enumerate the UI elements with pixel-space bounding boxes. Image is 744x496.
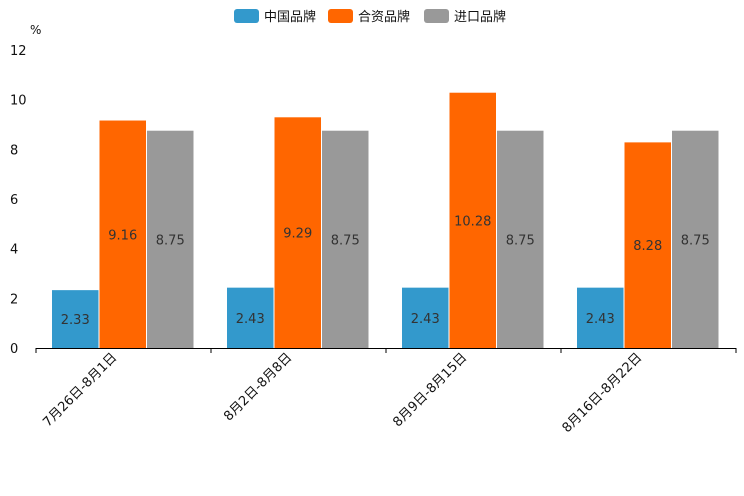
bar bbox=[449, 92, 496, 348]
bar-value-label: 2.33 bbox=[61, 313, 90, 328]
y-axis: 0 2 4 6 8 10 12 bbox=[10, 44, 27, 357]
bar-value-label: 10.28 bbox=[454, 214, 491, 229]
bar bbox=[52, 290, 99, 348]
bar-value-label: 8.75 bbox=[331, 233, 360, 248]
y-tick-label: 6 bbox=[10, 193, 18, 208]
bar bbox=[624, 142, 671, 348]
bar-value-label: 8.75 bbox=[156, 233, 185, 248]
x-axis: 7月26日-8月1日 8月2日-8月8日 8月9日-8月15日 8月16日-8月22日 bbox=[35, 348, 737, 436]
bar bbox=[672, 130, 719, 348]
x-tick-label: 8月16日-8月22日 bbox=[560, 350, 646, 436]
y-tick-label: 0 bbox=[10, 342, 18, 357]
legend-label-3: 进口品牌 bbox=[454, 9, 506, 25]
legend-swatch-2 bbox=[328, 9, 353, 23]
bar-value-label: 8.28 bbox=[633, 239, 662, 254]
legend-label-2: 合资品牌 bbox=[358, 9, 410, 25]
bar-value-label: 2.43 bbox=[586, 312, 615, 327]
y-axis-unit-label: % bbox=[30, 23, 41, 37]
bar bbox=[322, 130, 369, 348]
bar bbox=[99, 120, 146, 348]
y-tick-label: 12 bbox=[10, 44, 27, 59]
bar-value-label: 2.43 bbox=[236, 312, 265, 327]
y-tick-label: 4 bbox=[10, 243, 18, 258]
bar-value-label: 2.43 bbox=[411, 312, 440, 327]
bar bbox=[227, 287, 274, 348]
bar bbox=[577, 287, 624, 348]
legend-swatch-1 bbox=[234, 9, 259, 23]
bar bbox=[147, 130, 194, 348]
legend-swatch-3 bbox=[424, 9, 449, 23]
x-tick-label: 8月2日-8月8日 bbox=[221, 350, 295, 424]
bar-value-label: 8.75 bbox=[681, 233, 710, 248]
x-tick-label: 7月26日-8月1日 bbox=[40, 350, 120, 430]
bar bbox=[402, 287, 449, 348]
legend-label-1: 中国品牌 bbox=[264, 9, 316, 25]
y-tick-label: 8 bbox=[10, 143, 18, 158]
bar-value-label: 8.75 bbox=[506, 233, 535, 248]
bar bbox=[274, 117, 321, 348]
y-tick-label: 10 bbox=[10, 94, 27, 109]
bar bbox=[497, 130, 544, 348]
bar-value-label: 9.29 bbox=[283, 227, 312, 242]
x-tick-label: 8月9日-8月15日 bbox=[390, 350, 470, 430]
legend: 中国品牌 合资品牌 进口品牌 bbox=[234, 9, 506, 25]
bars: 2.33 9.16 8.75 2.43 9.29 8.75 2.43 10.28 8.75 2.4… bbox=[52, 92, 719, 348]
y-tick-label: 2 bbox=[10, 292, 18, 307]
bar-value-label: 9.16 bbox=[108, 228, 137, 243]
